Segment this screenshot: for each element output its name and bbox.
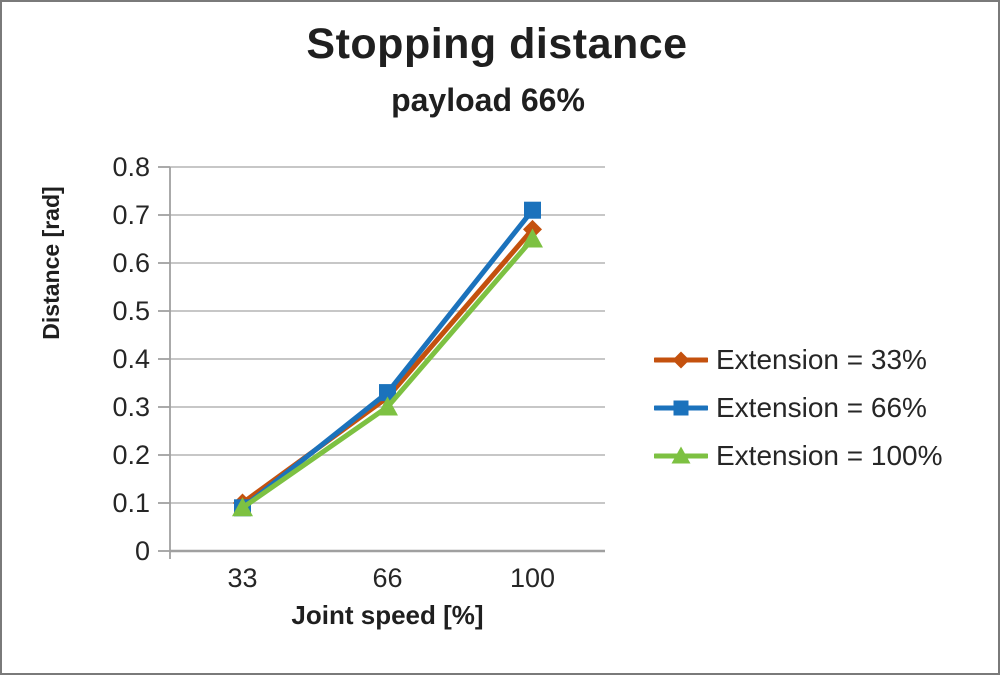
x-axis-title: Joint speed [%]	[291, 600, 484, 630]
y-tick-label: 0.1	[112, 488, 150, 518]
x-tick-label: 66	[372, 563, 402, 593]
legend-label: Extension = 33%	[716, 344, 927, 375]
y-tick-label: 0.3	[112, 392, 150, 422]
legend-item: Extension = 66%	[654, 384, 943, 432]
marker-triangle	[232, 497, 253, 517]
legend-swatch-diamond	[654, 351, 708, 369]
x-tick-label: 33	[227, 563, 257, 593]
x-tick-label: 100	[510, 563, 555, 593]
legend-label: Extension = 100%	[716, 440, 943, 471]
y-tick-label: 0.5	[112, 296, 150, 326]
marker-triangle	[377, 396, 398, 416]
marker-diamond	[672, 351, 690, 369]
marker-triangle	[522, 228, 543, 248]
marker-square	[379, 384, 396, 402]
y-tick-label: 0.2	[112, 440, 150, 470]
legend-item: Extension = 33%	[654, 336, 943, 384]
y-tick-label: 0.4	[112, 344, 150, 374]
legend-item: Extension = 100%	[654, 432, 943, 480]
series-100	[232, 228, 543, 517]
y-tick-label: 0.6	[112, 248, 150, 278]
legend-label: Extension = 66%	[716, 392, 927, 423]
chart-subtitle: payload 66%	[391, 82, 585, 118]
legend: Extension = 33% Extension = 66% Extension …	[654, 336, 943, 480]
legend-swatch-square	[654, 400, 708, 416]
y-axis-title: Distance [rad]	[38, 186, 64, 340]
marker-square	[524, 201, 541, 219]
y-tick-label: 0	[135, 536, 150, 566]
chart-title: Stopping distance	[306, 20, 688, 68]
marker-triangle	[671, 446, 691, 464]
legend-swatch-triangle	[654, 446, 708, 464]
y-tick-label: 0.8	[112, 152, 150, 182]
marker-square	[673, 400, 689, 416]
y-tick-label: 0.7	[112, 200, 150, 230]
series-line	[240, 226, 535, 506]
